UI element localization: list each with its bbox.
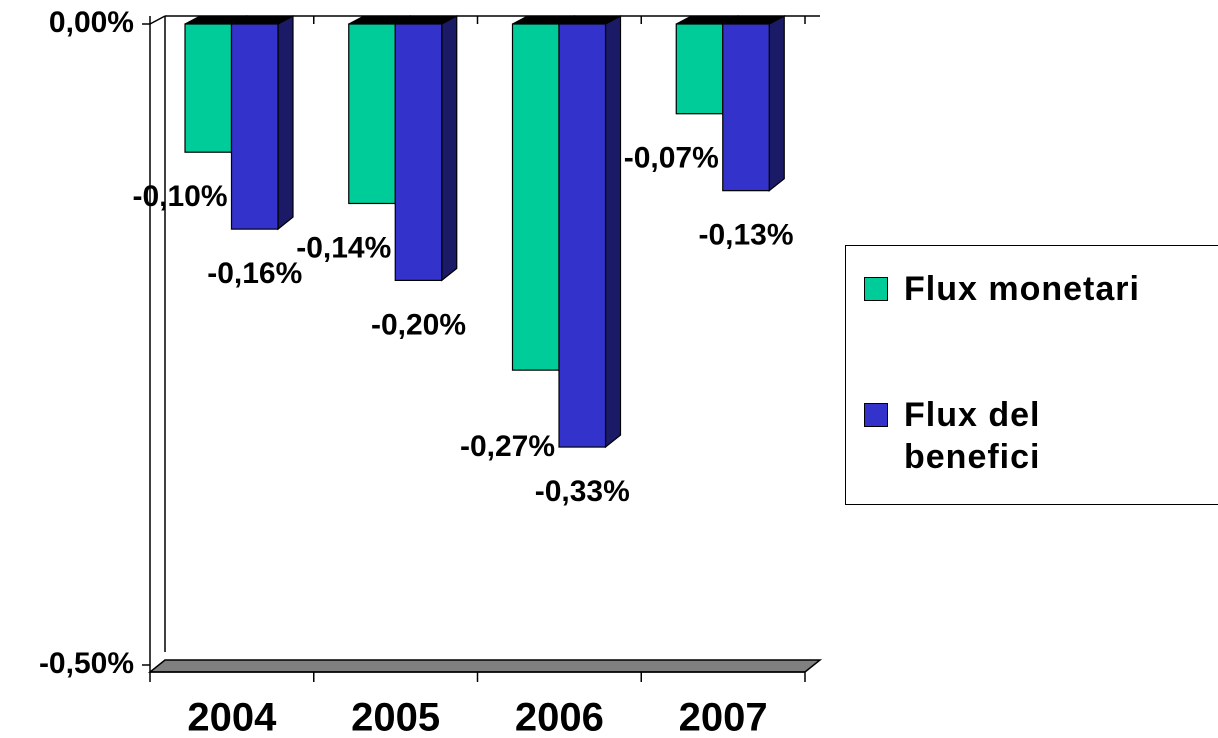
legend-label: Flux del benefici (904, 396, 1041, 476)
back-wall-corner (149, 15, 166, 25)
bar (675, 23, 724, 115)
bar (511, 23, 560, 371)
floor (147, 659, 823, 673)
data-label: -0,13% (698, 219, 793, 252)
data-label: -0,10% (132, 180, 227, 213)
y-tick-label: -0,50% (39, 647, 134, 680)
legend-entry: Flux del benefici (864, 394, 1104, 478)
bar (394, 23, 443, 281)
legend: Flux monetari Flux del benefici (845, 245, 1218, 505)
bar (722, 23, 770, 192)
legend-entry: Flux monetari (864, 268, 1204, 310)
bar-side (277, 15, 294, 231)
bar-side (768, 15, 785, 192)
x-tick-label: 2007 (679, 696, 768, 738)
bar (558, 23, 607, 448)
data-label: -0,20% (371, 308, 466, 341)
bar-side (604, 15, 622, 449)
data-label: -0,07% (624, 142, 719, 175)
legend-label: Flux monetari (904, 270, 1140, 308)
bar (348, 23, 396, 205)
x-tick-label: 2005 (351, 696, 440, 738)
data-label: -0,14% (296, 231, 391, 264)
bar (184, 23, 233, 153)
data-label: -0,33% (535, 475, 630, 508)
bar-side (441, 15, 458, 282)
legend-swatch (864, 277, 888, 301)
bar (230, 23, 279, 230)
x-tick-label: 2006 (515, 696, 604, 738)
y-tick-label: 0,00% (49, 6, 134, 39)
legend-swatch (864, 403, 888, 427)
data-label: -0,16% (207, 257, 302, 290)
data-label: -0,27% (460, 430, 555, 463)
x-tick-label: 2004 (187, 696, 277, 738)
